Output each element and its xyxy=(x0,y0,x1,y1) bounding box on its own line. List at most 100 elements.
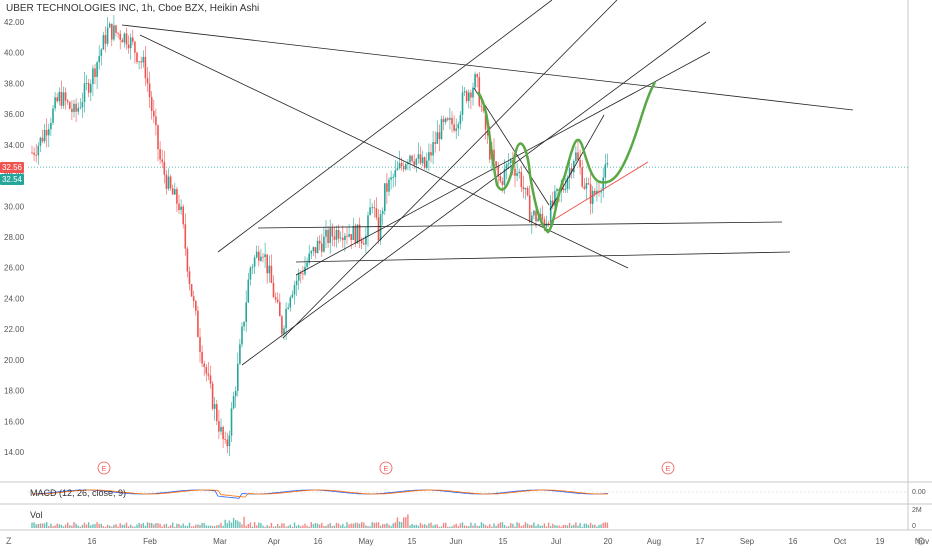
candle-body xyxy=(289,297,292,308)
volume-bar xyxy=(190,526,193,528)
volume-bar xyxy=(571,525,573,528)
volume-bar xyxy=(247,523,249,528)
candle-body xyxy=(411,155,413,162)
candle-body xyxy=(541,213,544,220)
volume-bar xyxy=(235,520,237,528)
volume-bar xyxy=(526,523,529,528)
volume-bar xyxy=(333,525,336,528)
candle-body xyxy=(461,92,464,115)
volume-bar xyxy=(50,523,52,528)
volume-bar xyxy=(279,526,281,528)
candle-body xyxy=(243,321,245,327)
volume-bar xyxy=(119,523,121,528)
volume-bar xyxy=(178,523,180,528)
volume-bar xyxy=(132,526,134,528)
macd-indicator-label[interactable]: MACD (12, 26, close, 9) xyxy=(30,488,127,498)
volume-bar xyxy=(289,524,291,528)
candle-body xyxy=(426,160,428,168)
volume-bar xyxy=(228,520,231,528)
candle-body xyxy=(184,224,187,249)
volume-indicator-label[interactable]: Vol xyxy=(30,510,43,520)
timezone-icon[interactable]: Z xyxy=(6,536,12,546)
candle-body xyxy=(365,235,367,245)
candle-body xyxy=(396,168,399,171)
volume-bar xyxy=(457,526,459,528)
volume-bar xyxy=(468,526,470,528)
volume-bar xyxy=(455,523,457,528)
volume-bar xyxy=(272,526,275,528)
volume-bar xyxy=(151,523,153,528)
candle-body xyxy=(140,61,142,63)
candle-body xyxy=(295,280,298,286)
volume-bar xyxy=(298,524,300,528)
volume-bar xyxy=(562,524,564,528)
candle-body xyxy=(350,234,352,240)
x-tick-label: 20 xyxy=(604,537,613,546)
volume-bar xyxy=(560,526,562,528)
candle-body xyxy=(169,176,172,189)
candle-body xyxy=(264,254,266,258)
x-tick-label: 16 xyxy=(88,537,97,546)
candle-body xyxy=(144,56,147,79)
candle-body xyxy=(58,91,61,102)
volume-bar xyxy=(577,525,579,528)
candle-body xyxy=(205,366,208,374)
volume-bar xyxy=(125,522,128,528)
candle-body xyxy=(369,207,371,216)
candle-body xyxy=(398,162,401,169)
candle-body xyxy=(87,83,90,93)
volume-bar xyxy=(342,523,344,528)
volume-bar xyxy=(480,522,483,528)
volume-bar xyxy=(466,525,468,528)
candle-body xyxy=(507,163,510,165)
candle-body xyxy=(276,299,279,303)
candle-body xyxy=(69,102,71,109)
volume-bar xyxy=(106,524,109,528)
volume-bar xyxy=(226,523,228,528)
gear-icon[interactable]: ⚙ xyxy=(916,536,926,548)
candle-body xyxy=(321,243,323,252)
volume-bar xyxy=(153,524,155,528)
candle-body xyxy=(360,240,363,244)
volume-bar xyxy=(48,526,50,528)
candle-body xyxy=(125,33,128,45)
candle-body xyxy=(45,129,48,136)
candle-body xyxy=(188,271,191,285)
volume-bar xyxy=(159,523,161,528)
candle-body xyxy=(138,61,140,63)
volume-bar xyxy=(115,524,117,528)
candle-body xyxy=(302,273,304,275)
volume-bar xyxy=(461,522,464,528)
volume-bar xyxy=(100,523,102,528)
volume-bar xyxy=(46,522,48,528)
projection-curve xyxy=(476,81,657,234)
volume-bar xyxy=(172,522,174,528)
candle-body xyxy=(375,208,378,218)
volume-bar xyxy=(220,522,222,528)
candle-body xyxy=(159,149,161,160)
candle-body xyxy=(56,97,58,102)
volume-bar xyxy=(92,524,94,528)
volume-bar xyxy=(379,525,382,528)
volume-bar xyxy=(308,526,310,528)
volume-bar xyxy=(283,523,285,528)
candle-body xyxy=(251,266,254,268)
volume-bar xyxy=(524,522,527,528)
candle-body xyxy=(562,188,565,191)
candle-body xyxy=(75,103,77,112)
candle-body xyxy=(90,84,92,93)
candle-body xyxy=(134,41,136,53)
candle-body xyxy=(533,210,535,216)
x-tick-label: Mar xyxy=(213,537,227,546)
volume-bar xyxy=(482,523,485,528)
volume-bar xyxy=(249,522,252,528)
trendline xyxy=(121,24,854,111)
volume-bar xyxy=(463,525,466,528)
volume-bar xyxy=(424,524,426,528)
volume-bar xyxy=(245,525,247,528)
volume-bar xyxy=(589,522,592,528)
candle-body xyxy=(245,302,247,322)
candle-body xyxy=(384,183,386,212)
